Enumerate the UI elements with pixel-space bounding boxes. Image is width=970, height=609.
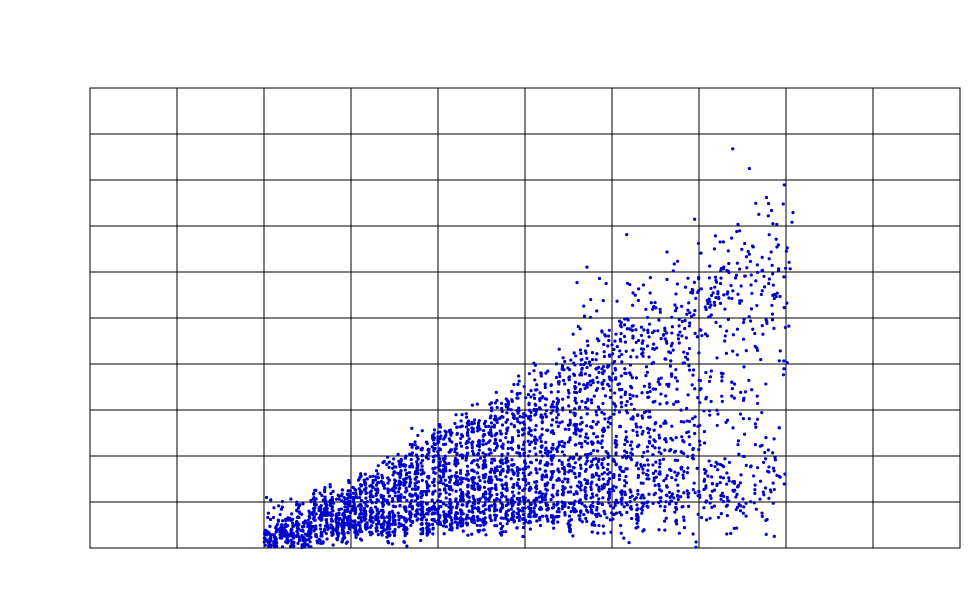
scatter-chart [0,0,970,604]
chart-svg [0,0,970,604]
